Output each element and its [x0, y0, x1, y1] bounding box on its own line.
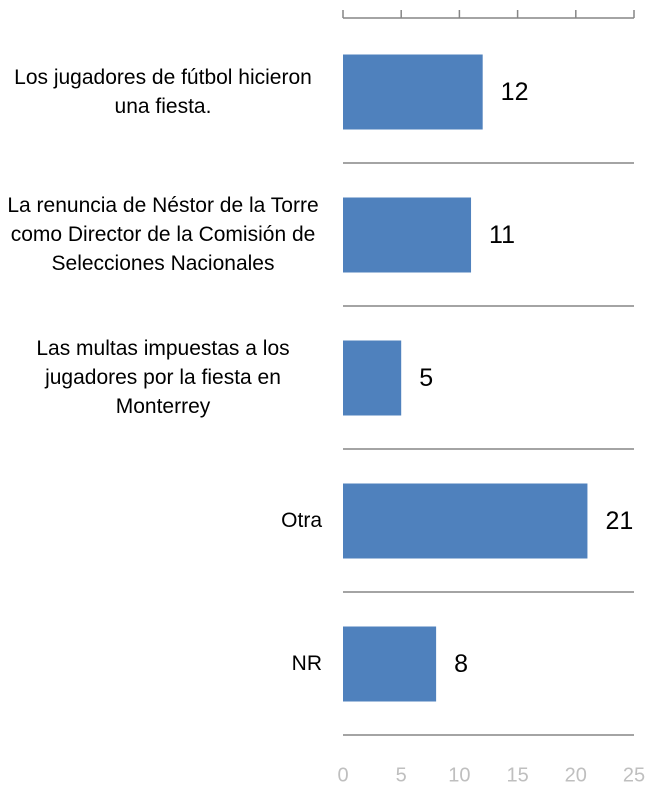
category-label: Los jugadores de fútbol hicieron una fie…: [14, 65, 312, 118]
x-tick-label: 25: [623, 764, 645, 786]
bar: [343, 483, 588, 559]
category-label: Otra: [281, 509, 322, 532]
x-tick-label: 10: [448, 764, 470, 786]
category-label-box: La renuncia de Néstor de la Torre como D…: [0, 163, 322, 306]
x-tick-label: 5: [396, 764, 407, 786]
category-label: La renuncia de Néstor de la Torre como D…: [7, 194, 319, 275]
value-label: 5: [419, 364, 433, 392]
bar: [343, 54, 483, 130]
bar: [343, 626, 437, 702]
category-label-box: Otra: [0, 449, 322, 592]
value-label: 12: [501, 78, 529, 106]
category-label-box: Las multas impuestas a los jugadores por…: [0, 306, 322, 449]
bar: [343, 197, 472, 273]
category-label-box: NR: [0, 592, 322, 735]
category-label: Las multas impuestas a los jugadores por…: [36, 337, 290, 418]
x-tick-label: 15: [506, 764, 528, 786]
bar: [343, 340, 402, 416]
value-label: 11: [489, 221, 515, 249]
value-label: 21: [605, 507, 633, 535]
x-tick-label: 20: [565, 764, 587, 786]
category-label-box: Los jugadores de fútbol hicieron una fie…: [0, 20, 322, 163]
x-tick-label: 0: [337, 764, 348, 786]
value-label: 8: [454, 650, 468, 678]
category-label: NR: [291, 652, 322, 675]
